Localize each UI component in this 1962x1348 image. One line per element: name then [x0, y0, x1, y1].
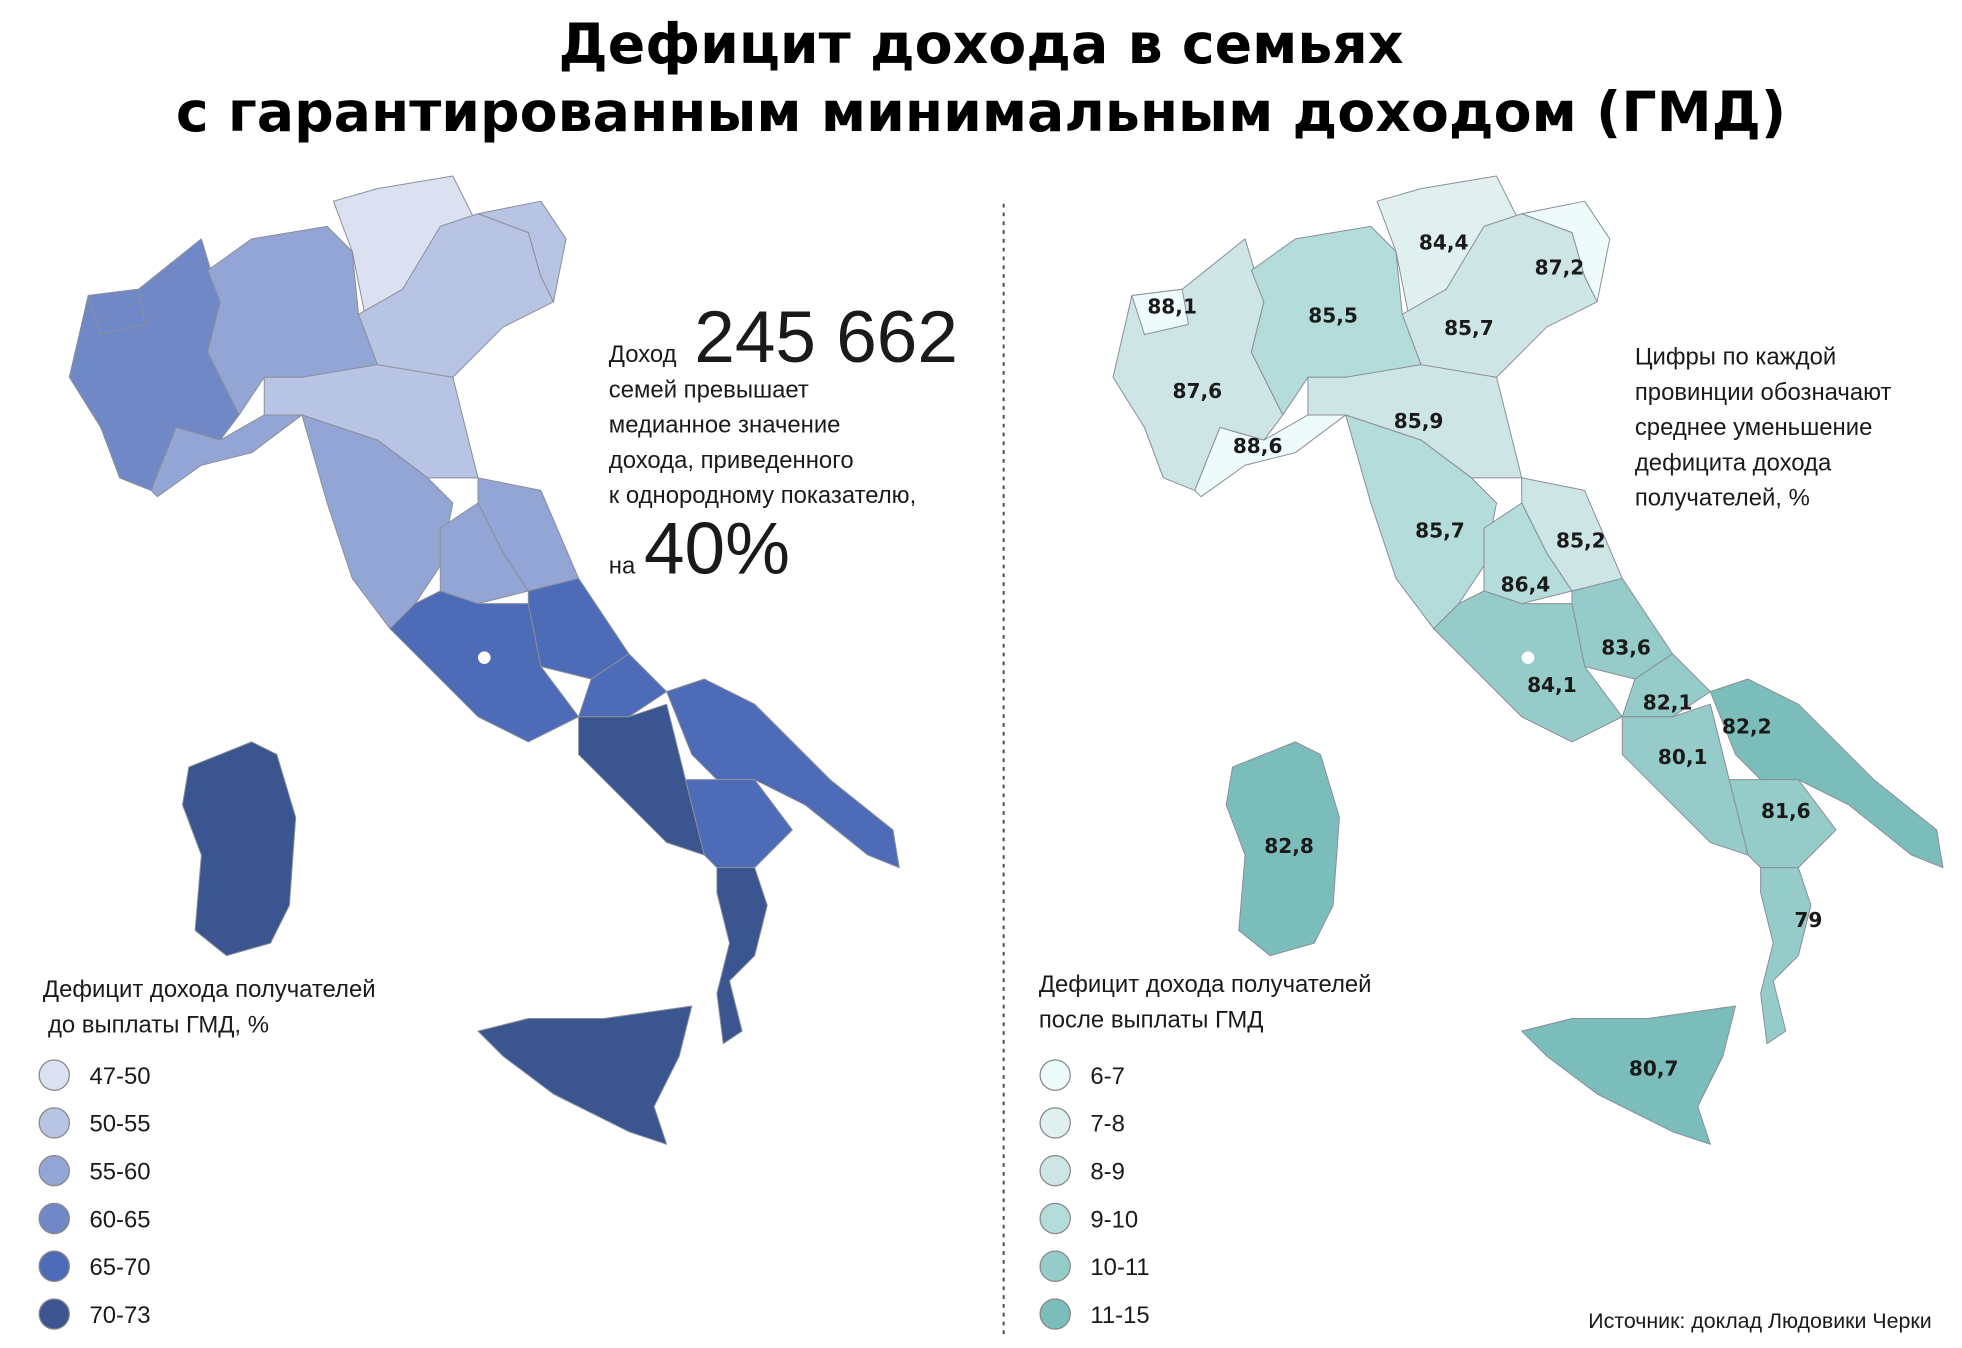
- capital-dot: [478, 651, 491, 664]
- legend-swatch: [1039, 1059, 1071, 1091]
- region: [1760, 867, 1812, 1045]
- legend-swatch: [1039, 1250, 1071, 1282]
- region: [477, 1005, 693, 1145]
- legend-label: 70-73: [89, 1302, 150, 1329]
- region: [1621, 653, 1711, 718]
- region-label: 87,6: [1172, 379, 1222, 403]
- left-map: [68, 175, 900, 1145]
- region: [1728, 779, 1837, 869]
- note-line: Цифры по каждой: [1635, 344, 1836, 371]
- annotation-line: медианное значение: [609, 412, 841, 439]
- maps: [68, 175, 1944, 1145]
- legend-swatch: [1039, 1298, 1071, 1330]
- annotation-percent-prefix: на: [609, 552, 636, 579]
- legend-label: 65-70: [89, 1254, 150, 1281]
- region: [684, 779, 793, 869]
- annotation-number: 245 662: [694, 297, 958, 378]
- region: [1401, 213, 1598, 378]
- note-line: дефицита дохода: [1635, 449, 1832, 476]
- region: [666, 678, 900, 869]
- capital-dot: [1521, 651, 1535, 664]
- legend-swatch: [38, 1059, 70, 1091]
- region-label: 82,8: [1264, 834, 1314, 858]
- legend-label: 7-8: [1090, 1111, 1125, 1138]
- legend-label: 50-55: [89, 1111, 150, 1138]
- region: [389, 590, 580, 743]
- region-label: 79: [1794, 908, 1822, 932]
- annotation-line: к однородному показателю,: [609, 482, 916, 509]
- legend-swatch: [38, 1154, 70, 1187]
- region-label: 84,4: [1419, 230, 1469, 254]
- annotation-line: семей превышает: [609, 376, 809, 403]
- legend-label: 10-11: [1090, 1254, 1149, 1281]
- region-label: 81,6: [1761, 799, 1811, 823]
- region-label: 83,6: [1601, 635, 1651, 659]
- legend-swatch: [38, 1107, 70, 1139]
- legend-label: 60-65: [89, 1206, 150, 1233]
- region: [1225, 741, 1340, 957]
- legend-label: 55-60: [89, 1159, 150, 1186]
- region-label: 85,9: [1394, 409, 1444, 433]
- right-note: Цифры по каждой провинции обозначают сре…: [1635, 344, 1892, 512]
- region: [1131, 288, 1189, 335]
- region: [1433, 590, 1623, 743]
- region-label: 80,1: [1658, 745, 1708, 769]
- source: Источник: доклад Людовики Черки: [1588, 1309, 1931, 1333]
- region: [1709, 678, 1944, 869]
- legend-label: 11-15: [1090, 1302, 1149, 1329]
- region: [87, 288, 146, 335]
- region-label: 80,7: [1629, 1057, 1679, 1081]
- legend-label: 9-10: [1090, 1206, 1138, 1233]
- region: [716, 867, 768, 1045]
- legend-swatch: [38, 1250, 70, 1282]
- annotation: Доход 245 662 семей превышает медианное …: [609, 297, 958, 589]
- legend-label: 6-7: [1090, 1063, 1125, 1090]
- region: [578, 653, 668, 718]
- legend-title: Дефицит дохода получателей: [43, 976, 376, 1003]
- region-label: 85,7: [1444, 316, 1494, 340]
- region: [182, 741, 297, 957]
- region-label: 88,1: [1147, 295, 1197, 319]
- region-label: 85,7: [1415, 518, 1465, 542]
- region-label: 84,1: [1527, 673, 1577, 697]
- region-label: 85,2: [1556, 528, 1606, 552]
- legend-swatch: [1039, 1154, 1071, 1187]
- annotation-percent: 40%: [644, 508, 790, 589]
- region-label: 86,4: [1501, 572, 1551, 596]
- annotation-line: дохода, приведенного: [609, 447, 854, 474]
- legend-swatch: [38, 1202, 70, 1235]
- region: [1345, 414, 1498, 630]
- legend-title: после выплаты ГМД: [1039, 1006, 1264, 1033]
- region-label: 88,6: [1233, 434, 1283, 458]
- legend-title: Дефицит дохода получателей: [1039, 971, 1372, 998]
- region-label: 82,2: [1722, 715, 1772, 739]
- legend-title: до выплаты ГМД, %: [48, 1011, 269, 1038]
- legend-swatch: [38, 1298, 70, 1330]
- note-line: провинции обозначают: [1635, 379, 1892, 406]
- title-line: с гарантированным минимальным доходом (Г…: [176, 81, 1786, 145]
- region: [1521, 1005, 1736, 1145]
- region: [358, 213, 554, 378]
- note-line: получателей, %: [1635, 485, 1810, 512]
- legend-swatch: [1039, 1107, 1071, 1139]
- note-line: среднее уменьшение: [1635, 414, 1873, 441]
- title-line: Дефицит дохода в семьях: [558, 13, 1403, 77]
- right-map: [1112, 175, 1944, 1145]
- annotation-prefix: Доход: [609, 341, 677, 368]
- legend-label: 47-50: [89, 1063, 150, 1090]
- region: [263, 364, 479, 479]
- region: [301, 414, 454, 630]
- region-label: 87,2: [1535, 256, 1585, 280]
- region-label: 82,1: [1643, 691, 1693, 715]
- region-label: 85,5: [1308, 303, 1358, 327]
- legend-swatch: [1039, 1202, 1071, 1235]
- region: [1307, 364, 1523, 479]
- legend-label: 8-9: [1090, 1159, 1125, 1186]
